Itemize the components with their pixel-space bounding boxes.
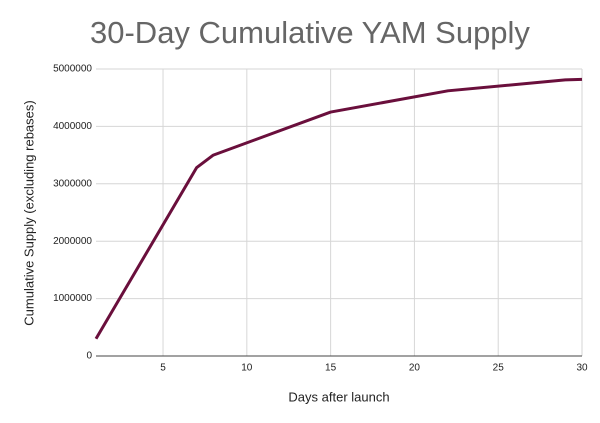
y-tick-label: 3000000 — [53, 178, 92, 189]
x-tick-label: 10 — [241, 363, 253, 374]
x-tick-label: 25 — [493, 363, 505, 374]
data-line — [94, 77, 583, 340]
y-tick-label: 5000000 — [53, 64, 92, 75]
x-tick-label: 30 — [576, 363, 588, 374]
x-axis-label: Days after launch — [288, 389, 389, 404]
y-tick-label: 0 — [86, 351, 92, 362]
x-tick-label: 5 — [160, 363, 166, 374]
y-tick-label: 4000000 — [53, 121, 92, 132]
x-tick-label: 20 — [409, 363, 421, 374]
y-tick-label: 2000000 — [53, 236, 92, 247]
y-axis-label: Cumulative Supply (excluding rebases) — [21, 100, 36, 325]
x-tick-label: 15 — [325, 363, 337, 374]
y-tick-label: 1000000 — [53, 293, 92, 304]
chart-title: 30-Day Cumulative YAM Supply — [90, 15, 530, 50]
